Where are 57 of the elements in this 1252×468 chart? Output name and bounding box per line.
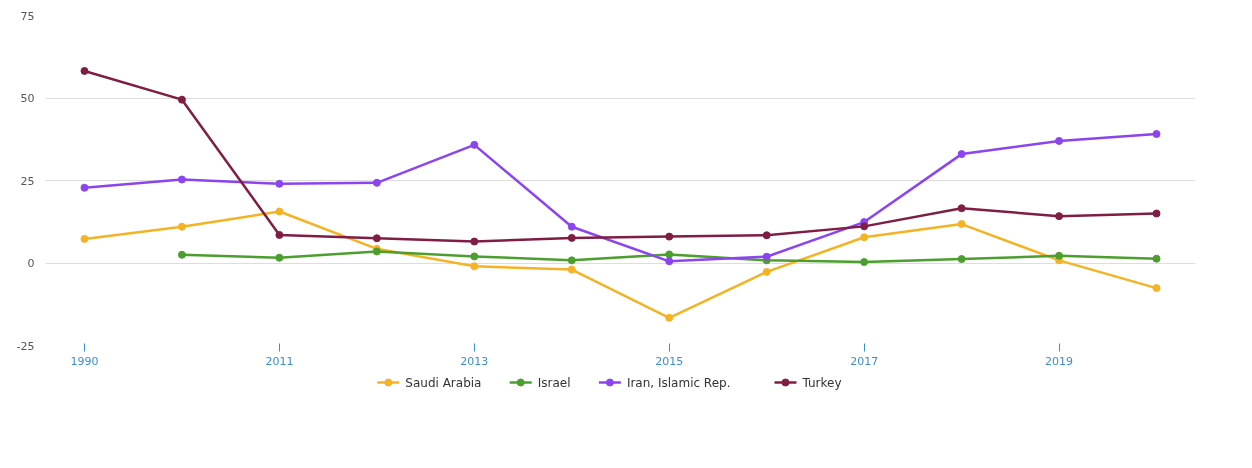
y-tick-label: 75 (20, 9, 35, 23)
point (957, 150, 966, 159)
point (665, 313, 674, 322)
point (1055, 212, 1064, 221)
point (567, 233, 576, 242)
point (1055, 136, 1064, 145)
point (177, 222, 186, 231)
point (372, 234, 381, 243)
point (1152, 129, 1161, 138)
point (80, 66, 89, 75)
point (860, 233, 869, 242)
point (372, 178, 381, 187)
point (762, 231, 771, 240)
point (567, 256, 576, 265)
point (470, 262, 479, 271)
point (80, 234, 89, 243)
x-tick-label: 2013 (460, 354, 489, 368)
legend-label: Turkey (801, 375, 842, 390)
point (275, 207, 284, 216)
legend-label: Israel (537, 375, 571, 390)
point (1152, 284, 1161, 293)
point (275, 253, 284, 262)
point (470, 140, 479, 149)
point (665, 257, 674, 266)
y-tick-label: -25 (16, 339, 35, 353)
legend-label: Iran, Islamic Rep. (626, 375, 731, 390)
x-tick-label: 1990 (70, 354, 99, 368)
point (1152, 209, 1161, 218)
y-tick-label: 0 (27, 257, 35, 270)
point (470, 252, 479, 261)
point (957, 255, 966, 264)
point (80, 183, 89, 192)
point (1152, 254, 1161, 263)
x-tick-label: 2011 (265, 354, 294, 368)
y-tick-label: 25 (20, 174, 35, 188)
point (665, 232, 674, 241)
point (275, 230, 284, 239)
point (1055, 251, 1064, 260)
x-tick-label: 2019 (1045, 354, 1074, 368)
point (567, 265, 576, 274)
point (177, 250, 186, 259)
x-tick-label: 2017 (850, 354, 879, 368)
point (860, 222, 869, 231)
point (762, 267, 771, 276)
point (860, 258, 869, 266)
x-tick-label: 2015 (655, 354, 684, 368)
point (177, 95, 186, 104)
y-tick-label: 50 (20, 92, 35, 105)
point (762, 252, 771, 261)
legend-label: Saudi Arabia (405, 375, 482, 390)
point (567, 222, 576, 231)
point (957, 220, 966, 229)
point (177, 175, 186, 184)
point (470, 237, 479, 246)
point (275, 179, 284, 188)
point (665, 250, 674, 259)
point (957, 204, 966, 213)
